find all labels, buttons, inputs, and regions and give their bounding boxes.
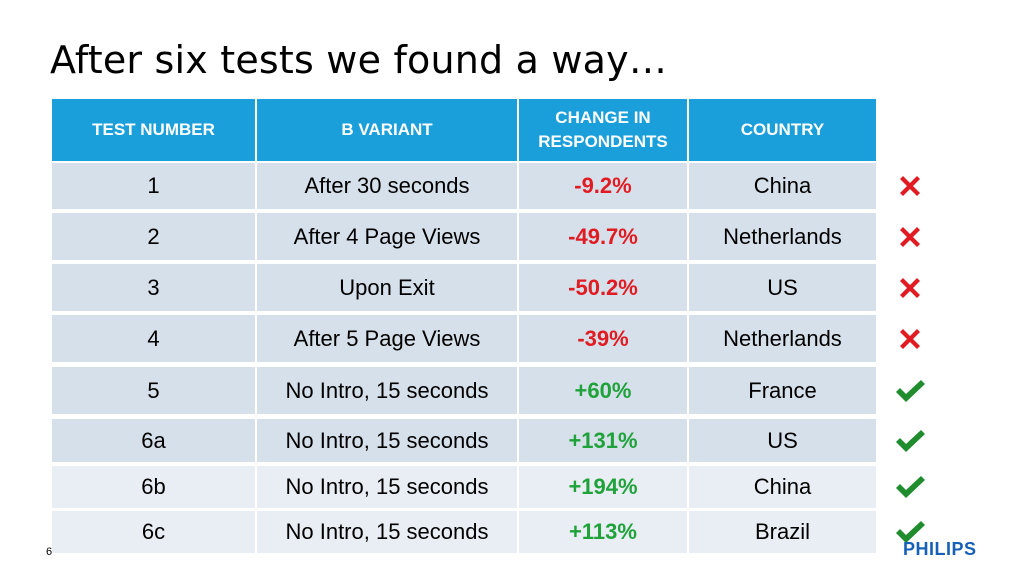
country-cell: China xyxy=(689,163,876,209)
country-cell: Netherlands xyxy=(689,315,876,362)
b-variant-cell: Upon Exit xyxy=(257,264,519,311)
b-variant-cell: No Intro, 15 seconds xyxy=(257,466,519,508)
change-cell: -50.2% xyxy=(519,264,689,311)
slide-number: 6 xyxy=(46,546,53,558)
country-cell: US xyxy=(689,264,876,311)
b-variant-cell: No Intro, 15 seconds xyxy=(257,367,519,414)
country-cell: Netherlands xyxy=(689,213,876,260)
table-row: 1 After 30 seconds -9.2% China xyxy=(52,163,876,209)
country-cell: US xyxy=(689,419,876,462)
red-cross-icon xyxy=(888,264,932,311)
table-row: 6b No Intro, 15 seconds +194% China xyxy=(52,466,876,508)
b-variant-cell: No Intro, 15 seconds xyxy=(257,511,519,553)
b-variant-cell: After 30 seconds xyxy=(257,163,519,209)
header-test-number: TEST NUMBER xyxy=(52,99,257,161)
change-cell: +131% xyxy=(519,419,689,462)
table-row: 5 No Intro, 15 seconds +60% France xyxy=(52,367,876,414)
green-check-icon xyxy=(888,511,932,553)
country-cell: Brazil xyxy=(689,511,876,553)
table-row: 3 Upon Exit -50.2% US xyxy=(52,264,876,311)
table-row: 4 After 5 Page Views -39% Netherlands xyxy=(52,315,876,362)
table-row: 6a No Intro, 15 seconds +131% US xyxy=(52,419,876,462)
b-variant-cell: After 5 Page Views xyxy=(257,315,519,362)
green-check-icon xyxy=(888,419,932,462)
change-cell: -9.2% xyxy=(519,163,689,209)
header-change-in-respondents: CHANGE IN RESPONDENTS xyxy=(519,99,689,161)
change-cell: -49.7% xyxy=(519,213,689,260)
red-cross-icon xyxy=(888,213,932,260)
change-cell: +60% xyxy=(519,367,689,414)
red-cross-icon xyxy=(888,315,932,362)
test-number-cell: 3 xyxy=(52,264,257,311)
header-b-variant: B VARIANT xyxy=(257,99,519,161)
test-number-cell: 1 xyxy=(52,163,257,209)
table-header-row: TEST NUMBER B VARIANT CHANGE IN RESPONDE… xyxy=(52,99,876,161)
philips-logo: PHILIPS xyxy=(903,539,977,559)
slide-title: After six tests we found a way… xyxy=(50,38,668,82)
test-number-cell: 6a xyxy=(52,419,257,462)
red-cross-icon xyxy=(888,163,932,209)
header-country: COUNTRY xyxy=(689,99,876,161)
country-cell: China xyxy=(689,466,876,508)
b-variant-cell: After 4 Page Views xyxy=(257,213,519,260)
test-number-cell: 2 xyxy=(52,213,257,260)
test-number-cell: 4 xyxy=(52,315,257,362)
green-check-icon xyxy=(888,466,932,508)
test-number-cell: 6c xyxy=(52,511,257,553)
test-number-cell: 5 xyxy=(52,367,257,414)
table-row: 2 After 4 Page Views -49.7% Netherlands xyxy=(52,213,876,260)
results-table: TEST NUMBER B VARIANT CHANGE IN RESPONDE… xyxy=(52,99,876,553)
header-change-label: CHANGE IN RESPONDENTS xyxy=(538,108,668,151)
b-variant-cell: No Intro, 15 seconds xyxy=(257,419,519,462)
test-number-cell: 6b xyxy=(52,466,257,508)
change-cell: +113% xyxy=(519,511,689,553)
table-row: 6c No Intro, 15 seconds +113% Brazil xyxy=(52,511,876,553)
country-cell: France xyxy=(689,367,876,414)
green-check-icon xyxy=(888,367,932,414)
change-cell: -39% xyxy=(519,315,689,362)
change-cell: +194% xyxy=(519,466,689,508)
